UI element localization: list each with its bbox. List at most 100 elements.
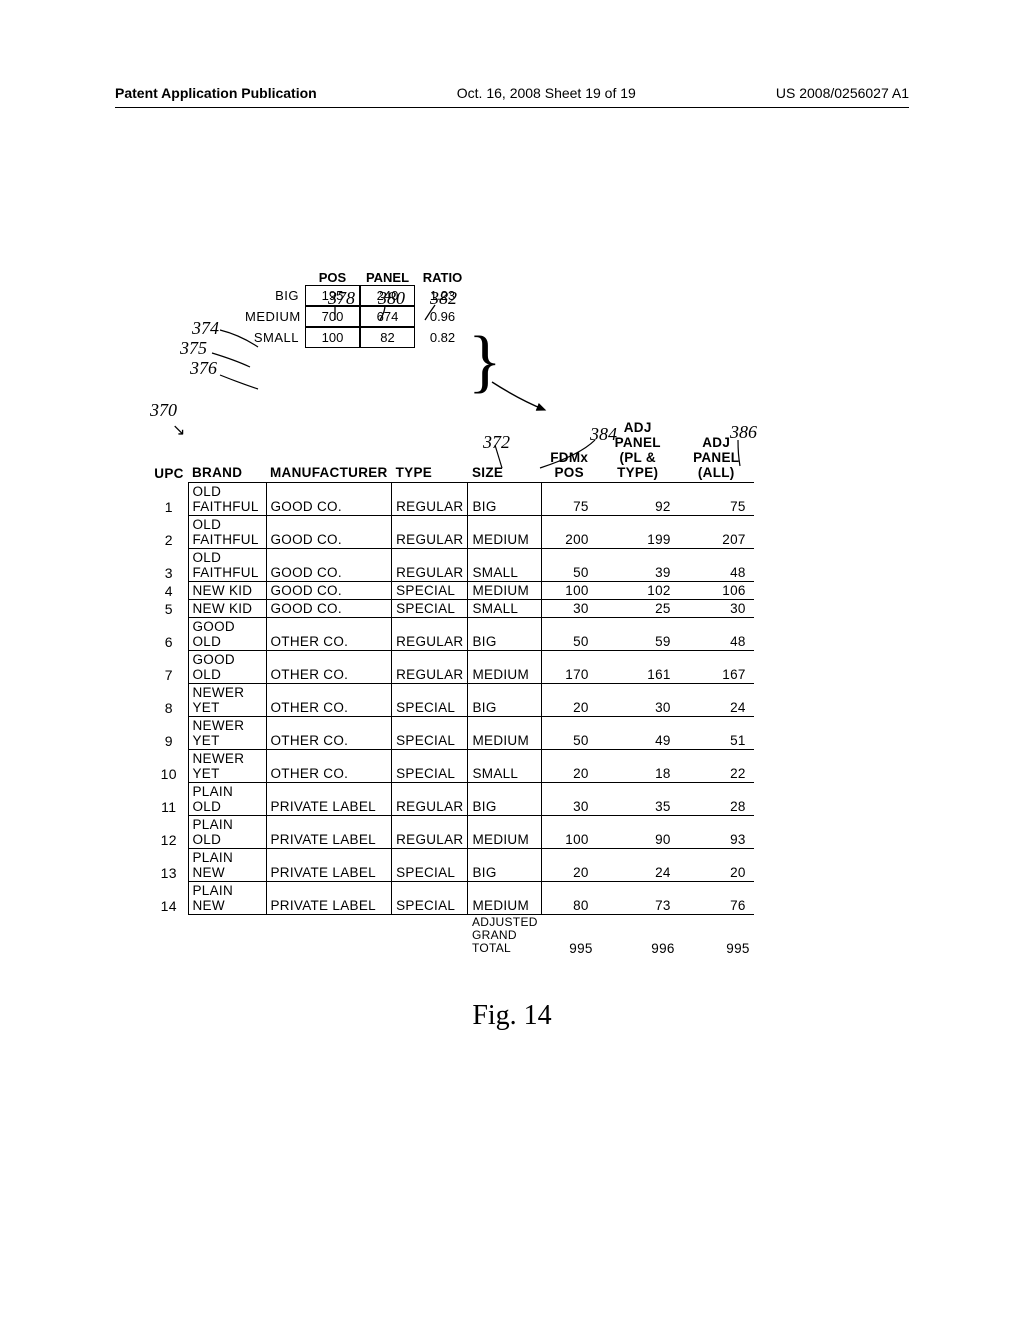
table-row: 8NEWER YETOTHER CO.SPECIALBIG203024 xyxy=(150,684,754,717)
ratio-pos: 700 xyxy=(305,306,360,327)
table-row: 9NEWER YETOTHER CO.SPECIALMEDIUM504951 xyxy=(150,717,754,750)
cell-adj2: 76 xyxy=(679,882,754,915)
cell-size: MEDIUM xyxy=(468,582,542,600)
ratio-size: SMALL xyxy=(245,330,305,345)
cell-type: REGULAR xyxy=(392,549,468,582)
cell-adj2: 20 xyxy=(679,849,754,882)
cell-adj2: 207 xyxy=(679,516,754,549)
cell-brand: NEW KID xyxy=(188,582,266,600)
table-row: 11PLAIN OLDPRIVATE LABELREGULARBIG303528 xyxy=(150,783,754,816)
cell-upc: 1 xyxy=(150,483,188,516)
cell-upc: 8 xyxy=(150,684,188,717)
ratio-header-pos: POS xyxy=(305,270,360,285)
table-row: 6GOOD OLDOTHER CO.REGULARBIG505948 xyxy=(150,618,754,651)
grand-adj1: 996 xyxy=(597,915,679,957)
cell-adj2: 75 xyxy=(679,483,754,516)
col-type: TYPE xyxy=(392,418,468,483)
ratio-row: MEDIUM 700 674 0.96 xyxy=(245,306,904,327)
cell-adj1: 73 xyxy=(597,882,679,915)
cell-manufacturer: PRIVATE LABEL xyxy=(266,882,392,915)
col-brand: BRAND xyxy=(188,418,266,483)
cell-manufacturer: OTHER CO. xyxy=(266,684,392,717)
figure-caption: Fig. 14 xyxy=(0,1000,1024,1032)
cell-brand: PLAIN OLD xyxy=(188,816,266,849)
cell-fdmx: 30 xyxy=(542,600,597,618)
figure-content: POS PANEL RATIO BIG 195 240 1.23 MEDIUM … xyxy=(150,270,904,957)
cell-upc: 3 xyxy=(150,549,188,582)
cell-adj2: 24 xyxy=(679,684,754,717)
main-table: UPC BRAND MANUFACTURER TYPE SIZE FDMx PO… xyxy=(150,418,754,957)
cell-type: REGULAR xyxy=(392,816,468,849)
cell-fdmx: 50 xyxy=(542,549,597,582)
grand-total-row: ADJUSTED GRAND TOTAL 995 996 995 xyxy=(150,915,754,957)
cell-size: SMALL xyxy=(468,600,542,618)
cell-brand: NEW KID xyxy=(188,600,266,618)
ratio-header-ratio: RATIO xyxy=(415,270,470,285)
cell-brand: OLD FAITHFUL xyxy=(188,516,266,549)
ratio-row: BIG 195 240 1.23 xyxy=(245,285,904,306)
col-upc: UPC xyxy=(150,418,188,483)
cell-upc: 9 xyxy=(150,717,188,750)
cell-size: MEDIUM xyxy=(468,882,542,915)
cell-adj1: 24 xyxy=(597,849,679,882)
ratio-pos: 100 xyxy=(305,327,360,348)
cell-type: SPECIAL xyxy=(392,582,468,600)
ratio-size: BIG xyxy=(245,288,305,303)
cell-adj1: 30 xyxy=(597,684,679,717)
cell-manufacturer: OTHER CO. xyxy=(266,717,392,750)
cell-manufacturer: OTHER CO. xyxy=(266,651,392,684)
cell-type: SPECIAL xyxy=(392,750,468,783)
cell-upc: 14 xyxy=(150,882,188,915)
cell-size: BIG xyxy=(468,783,542,816)
cell-brand: NEWER YET xyxy=(188,750,266,783)
cell-adj1: 90 xyxy=(597,816,679,849)
cell-type: REGULAR xyxy=(392,618,468,651)
cell-adj1: 199 xyxy=(597,516,679,549)
cell-type: REGULAR xyxy=(392,483,468,516)
cell-fdmx: 80 xyxy=(542,882,597,915)
table-row: 12PLAIN OLDPRIVATE LABELREGULARMEDIUM100… xyxy=(150,816,754,849)
header-pubnum: US 2008/0256027 A1 xyxy=(776,85,909,101)
ratio-panel: 674 xyxy=(360,306,415,327)
cell-fdmx: 200 xyxy=(542,516,597,549)
cell-brand: NEWER YET xyxy=(188,684,266,717)
cell-size: BIG xyxy=(468,483,542,516)
grand-total-label: ADJUSTED GRAND TOTAL xyxy=(468,915,542,957)
cell-brand: PLAIN OLD xyxy=(188,783,266,816)
ratio-ratio: 1.23 xyxy=(415,286,470,305)
cell-manufacturer: GOOD CO. xyxy=(266,582,392,600)
col-adj-panel-all: ADJ PANEL (ALL) xyxy=(679,418,754,483)
cell-upc: 12 xyxy=(150,816,188,849)
cell-upc: 6 xyxy=(150,618,188,651)
cell-size: SMALL xyxy=(468,549,542,582)
page-header: Patent Application Publication Oct. 16, … xyxy=(115,85,909,108)
cell-adj2: 167 xyxy=(679,651,754,684)
cell-manufacturer: PRIVATE LABEL xyxy=(266,849,392,882)
cell-type: REGULAR xyxy=(392,783,468,816)
cell-brand: NEWER YET xyxy=(188,717,266,750)
ratio-header-panel: PANEL xyxy=(360,270,415,285)
cell-manufacturer: GOOD CO. xyxy=(266,549,392,582)
cell-type: SPECIAL xyxy=(392,882,468,915)
table-row: 2OLD FAITHFULGOOD CO.REGULARMEDIUM200199… xyxy=(150,516,754,549)
cell-brand: GOOD OLD xyxy=(188,651,266,684)
cell-adj2: 51 xyxy=(679,717,754,750)
table-row: 3OLD FAITHFULGOOD CO.REGULARSMALL503948 xyxy=(150,549,754,582)
ratio-pos: 195 xyxy=(305,285,360,306)
cell-manufacturer: GOOD CO. xyxy=(266,600,392,618)
cell-size: SMALL xyxy=(468,750,542,783)
cell-size: MEDIUM xyxy=(468,816,542,849)
cell-upc: 2 xyxy=(150,516,188,549)
cell-fdmx: 30 xyxy=(542,783,597,816)
cell-fdmx: 20 xyxy=(542,750,597,783)
cell-adj1: 49 xyxy=(597,717,679,750)
cell-adj1: 102 xyxy=(597,582,679,600)
table-row: 14PLAIN NEWPRIVATE LABELSPECIALMEDIUM807… xyxy=(150,882,754,915)
col-size: SIZE xyxy=(468,418,542,483)
cell-fdmx: 100 xyxy=(542,816,597,849)
table-row: 1OLD FAITHFULGOOD CO.REGULARBIG759275 xyxy=(150,483,754,516)
cell-fdmx: 75 xyxy=(542,483,597,516)
ratio-table: POS PANEL RATIO BIG 195 240 1.23 MEDIUM … xyxy=(245,270,904,348)
cell-manufacturer: OTHER CO. xyxy=(266,750,392,783)
cell-type: SPECIAL xyxy=(392,684,468,717)
